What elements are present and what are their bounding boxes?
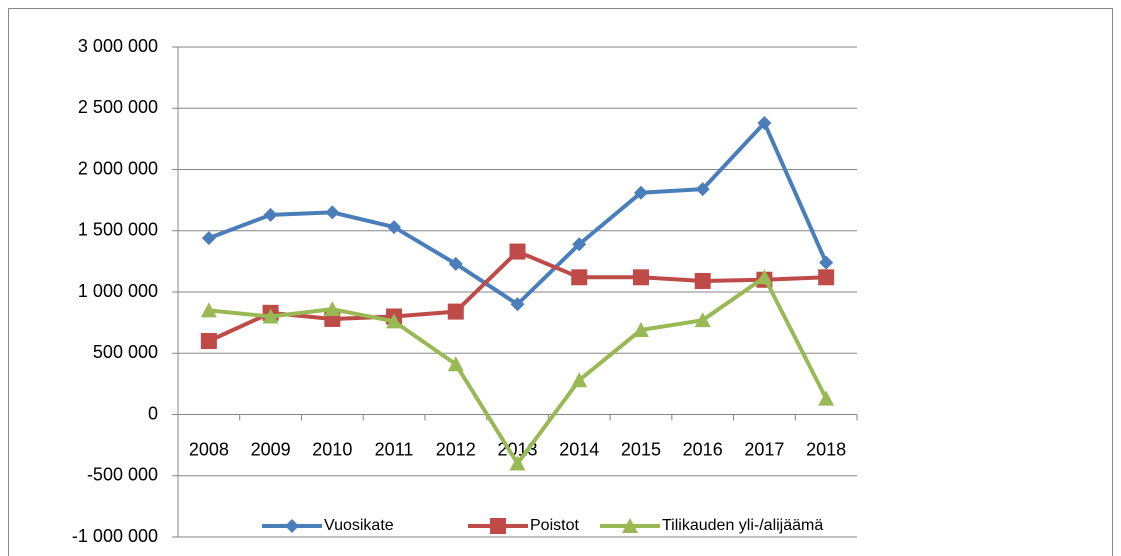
y-tick-label: 0 [148,403,158,423]
y-tick-label: -1 000 000 [72,526,158,546]
legend-marker [285,519,299,533]
y-tick-label: 1 000 000 [78,281,158,301]
x-tick-label: 2008 [189,439,229,459]
data-point [325,205,340,220]
y-tick-label: -500 000 [87,465,158,485]
data-point [201,231,216,246]
data-point [694,272,711,289]
y-tick-label: 2 500 000 [78,97,158,117]
legend-label: Poistot [530,517,579,534]
x-tick-label: 2011 [375,439,414,459]
y-tick-label: 3 000 000 [78,36,158,56]
data-point [819,255,834,270]
x-tick-label: 2012 [436,439,476,459]
x-tick-label: 2016 [683,439,723,459]
data-point [263,207,278,222]
data-point [509,243,526,260]
data-point [509,455,526,471]
data-point [510,297,525,312]
data-point [200,302,217,318]
data-point [200,333,217,349]
x-tick-label: 2014 [559,439,599,459]
data-point [447,356,464,372]
x-tick-label: 2010 [312,439,352,459]
data-point [756,269,773,285]
chart-frame [8,8,1113,556]
y-tick-label: 500 000 [93,342,158,362]
data-point [571,269,588,286]
legend-marker [622,518,638,533]
data-point [571,372,588,388]
data-point [448,256,463,271]
data-point [757,115,772,130]
data-point [386,313,403,329]
data-point [695,182,710,197]
data-point [324,301,341,317]
x-tick-label: 2009 [251,439,291,459]
y-tick-label: 1 500 000 [78,220,158,240]
y-tick-label: 2 000 000 [78,158,158,178]
x-tick-label: 2015 [621,439,661,459]
legend-label: Tilikauden yli-/alijäämä [662,517,823,534]
data-point [818,390,835,406]
data-point [633,185,648,200]
data-point [262,308,279,324]
data-point [632,269,649,286]
data-point [632,321,649,337]
legend-label: Vuosikate [324,517,394,534]
data-point [387,220,402,235]
x-tick-label: 2017 [744,439,784,459]
x-tick-label: 2018 [806,439,846,459]
data-point [447,303,464,320]
data-point [818,269,835,286]
data-point [572,237,587,252]
data-point [694,312,711,328]
legend-marker [490,518,506,534]
